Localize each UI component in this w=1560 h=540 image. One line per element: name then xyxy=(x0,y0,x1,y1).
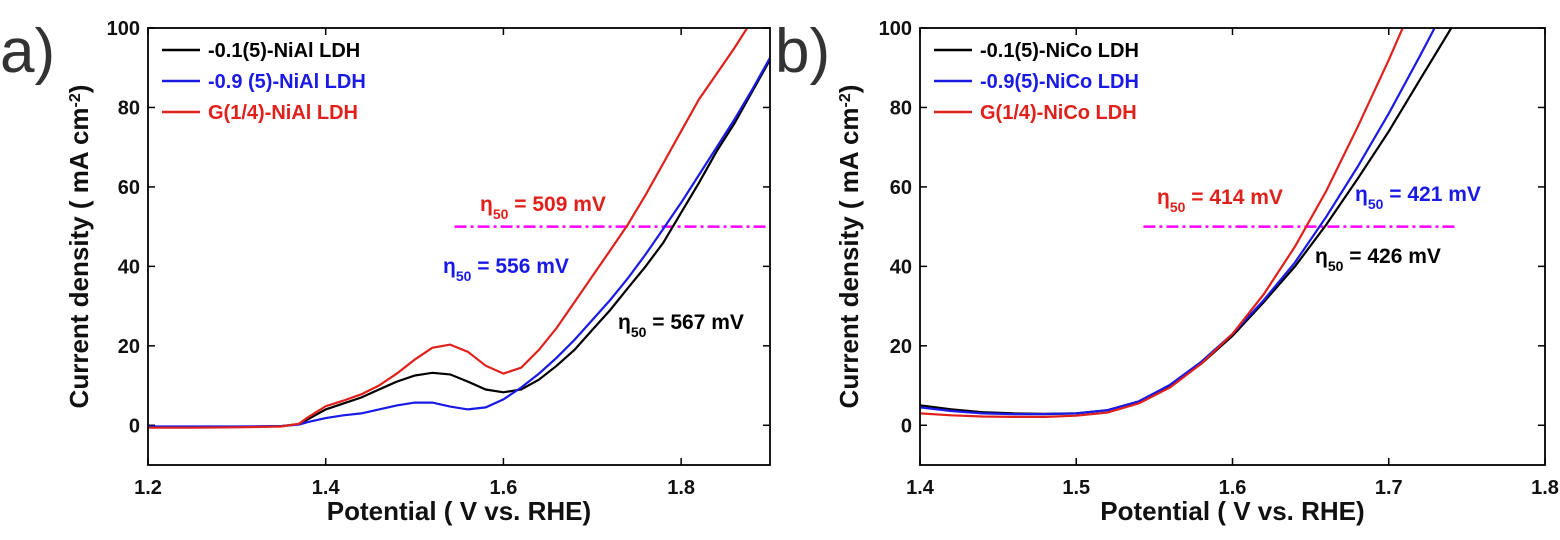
annotation-part: = 567 mV xyxy=(646,311,743,334)
annotation-part: η xyxy=(1315,245,1328,268)
y-tick-label: 80 xyxy=(890,97,912,119)
x-tick-label: 1.2 xyxy=(134,477,162,499)
annotation-part: 50 xyxy=(1368,196,1384,212)
plot-frame xyxy=(919,27,1546,466)
annotation-part: = 556 mV xyxy=(471,255,568,278)
y-tick-label: 100 xyxy=(879,18,912,40)
y-axis-title: Current density ( mA cm-2) xyxy=(64,85,94,409)
x-tick-label: 1.8 xyxy=(667,477,695,499)
annotation: η50 = 567 mV xyxy=(618,311,744,340)
y-tick-label: 100 xyxy=(107,18,140,40)
y-axis-title-part: Current density ( mA cm xyxy=(64,107,94,408)
series-line xyxy=(920,28,1404,418)
y-tick-label: 60 xyxy=(890,177,912,199)
y-tick-label: 40 xyxy=(890,256,912,278)
plot-frame xyxy=(147,27,771,466)
y-axis-title: Current density ( mA cm-2) xyxy=(834,85,864,409)
annotation-part: = 414 mV xyxy=(1185,186,1282,209)
annotation-part: η xyxy=(1157,186,1170,209)
y-tick-label: 0 xyxy=(901,415,912,437)
series-line xyxy=(148,28,749,429)
annotation-part: η xyxy=(1355,183,1368,206)
annotation-part: 50 xyxy=(631,324,647,340)
panel-label: a) xyxy=(0,17,55,86)
legend-label: -0.1(5)-NiAl LDH xyxy=(208,40,360,62)
x-tick-label: 1.4 xyxy=(312,477,341,499)
annotation: η50 = 556 mV xyxy=(443,255,569,284)
legend-label: G(1/4)-NiCo LDH xyxy=(980,102,1137,124)
x-axis-title: Potential ( V vs. RHE) xyxy=(1100,496,1364,526)
y-tick-label: 20 xyxy=(118,336,140,358)
legend-label: -0.1(5)-NiCo LDH xyxy=(980,40,1139,62)
y-axis-title-part: ) xyxy=(64,85,94,94)
y-tick-label: 20 xyxy=(890,336,912,358)
x-tick-label: 1.5 xyxy=(1062,477,1090,499)
legend-label: -0.9(5)-NiCo LDH xyxy=(980,71,1139,93)
annotation-part: 50 xyxy=(493,206,509,222)
y-tick-label: 60 xyxy=(118,177,140,199)
y-axis-title-part: Current density ( mA cm xyxy=(834,107,864,408)
x-tick-label: 1.7 xyxy=(1375,477,1403,499)
y-axis-title-part: -2 xyxy=(67,93,84,107)
y-tick-label: 0 xyxy=(129,415,140,437)
x-axis-title: Potential ( V vs. RHE) xyxy=(327,496,591,526)
legend-label: -0.9 (5)-NiAl LDH xyxy=(208,71,366,93)
annotation-part: 50 xyxy=(1328,258,1344,274)
annotation-part: η xyxy=(480,193,493,216)
annotation: η50 = 509 mV xyxy=(480,193,606,222)
series-line xyxy=(148,57,770,428)
annotation-part: = 421 mV xyxy=(1383,183,1480,206)
x-tick-label: 1.8 xyxy=(1531,477,1559,499)
annotation-part: 50 xyxy=(456,268,472,284)
annotation-part: = 426 mV xyxy=(1343,245,1440,268)
x-tick-label: 1.4 xyxy=(906,477,935,499)
series-line xyxy=(148,59,770,429)
legend-label: G(1/4)-NiAl LDH xyxy=(208,102,358,124)
panel-label: b) xyxy=(775,17,830,86)
annotation-part: η xyxy=(443,255,456,278)
annotation-part: = 509 mV xyxy=(508,193,605,216)
annotation: η50 = 414 mV xyxy=(1157,186,1283,215)
y-axis-title-part: -2 xyxy=(837,93,854,107)
x-tick-label: 1.6 xyxy=(490,477,518,499)
annotation-part: η xyxy=(618,311,631,334)
y-axis-title-part: ) xyxy=(834,85,864,94)
annotation: η50 = 426 mV xyxy=(1315,245,1441,274)
y-tick-label: 80 xyxy=(118,97,140,119)
x-tick-label: 1.6 xyxy=(1219,477,1247,499)
annotation-part: 50 xyxy=(1170,199,1186,215)
annotation: η50 = 421 mV xyxy=(1355,183,1481,212)
y-tick-label: 40 xyxy=(118,256,140,278)
series-line xyxy=(920,28,1436,416)
